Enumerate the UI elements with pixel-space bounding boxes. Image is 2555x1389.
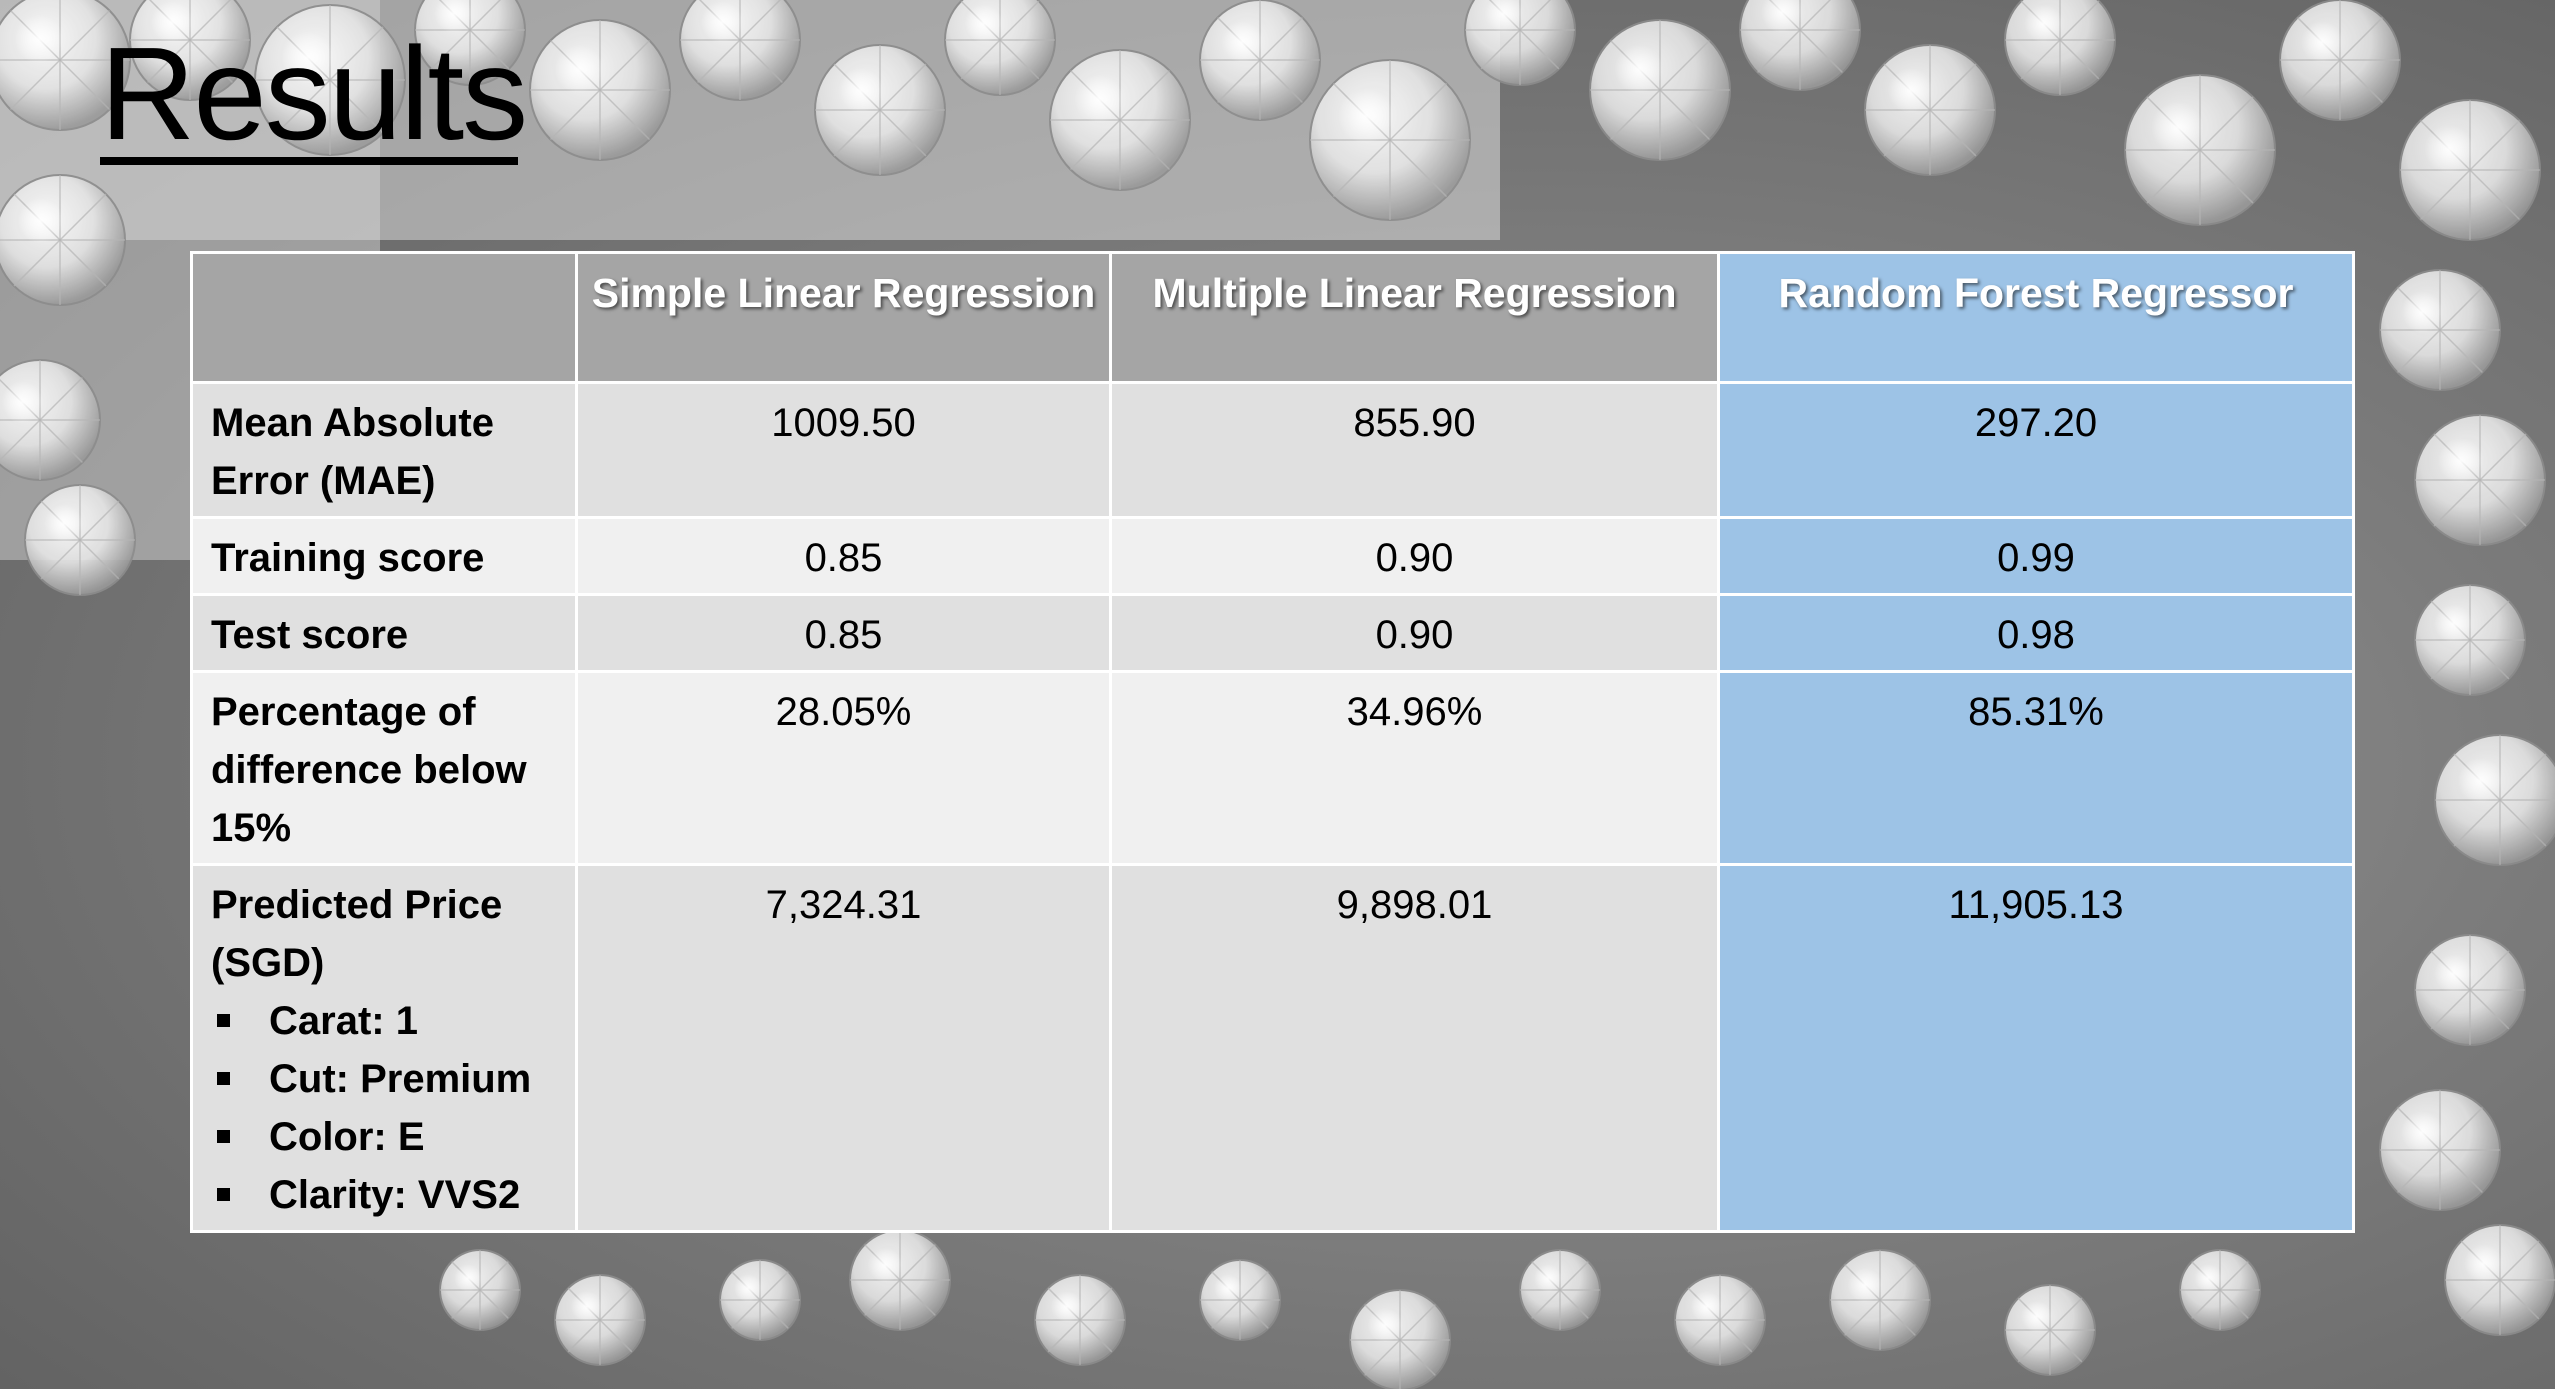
table-row-mae: Mean Absolute Error (MAE) 1009.50 855.90… [190,381,2355,519]
list-item: Clarity: VVS2 [211,1166,561,1224]
table-row-test-score: Test score 0.85 0.90 0.98 [190,593,2355,673]
header-corner-cell [190,251,578,384]
table-cell: 0.85 [575,516,1112,596]
list-item: Cut: Premium [211,1050,561,1108]
row-label: Mean Absolute Error (MAE) [190,381,578,519]
predicted-price-label-cell: Predicted Price (SGD) Carat: 1 Cut: Prem… [190,863,578,1233]
spec-text: Clarity: VVS2 [269,1173,521,1217]
results-table: Simple Linear Regression Multiple Linear… [190,251,2355,1233]
table-row-predicted-price: Predicted Price (SGD) Carat: 1 Cut: Prem… [190,863,2355,1233]
table-cell: 855.90 [1109,381,1720,519]
list-item: Color: E [211,1108,561,1166]
square-bullet-icon [217,1188,230,1201]
header-multiple-linear-regression: Multiple Linear Regression [1109,251,1720,384]
diamond-spec-list: Carat: 1 Cut: Premium Color: E Clarity: … [211,992,561,1224]
table-cell: 0.99 [1717,516,2355,596]
header-random-forest-regressor: Random Forest Regressor [1717,251,2355,384]
table-row-percentage-difference: Percentage of difference below 15% 28.05… [190,670,2355,866]
list-item: Carat: 1 [211,992,561,1050]
row-label: Predicted Price (SGD) [211,883,503,985]
spec-text: Carat: 1 [269,999,418,1043]
spec-text: Cut: Premium [269,1057,532,1101]
square-bullet-icon [217,1130,230,1143]
table-cell: 85.31% [1717,670,2355,866]
slide-title: Results [100,20,528,167]
header-simple-linear-regression: Simple Linear Regression [575,251,1112,384]
title-underline [100,157,518,165]
square-bullet-icon [217,1072,230,1085]
table-cell: 11,905.13 [1717,863,2355,1233]
table-cell: 28.05% [575,670,1112,866]
row-label: Test score [190,593,578,673]
table-cell: 7,324.31 [575,863,1112,1233]
table-cell: 0.98 [1717,593,2355,673]
table-header-row: Simple Linear Regression Multiple Linear… [190,251,2355,384]
row-label: Training score [190,516,578,596]
table-cell: 9,898.01 [1109,863,1720,1233]
table-cell: 0.90 [1109,593,1720,673]
square-bullet-icon [217,1014,230,1027]
table-cell: 297.20 [1717,381,2355,519]
table-cell: 0.90 [1109,516,1720,596]
spec-text: Color: E [269,1115,425,1159]
table-cell: 1009.50 [575,381,1112,519]
row-label: Percentage of difference below 15% [190,670,578,866]
table-cell: 34.96% [1109,670,1720,866]
table-row-training-score: Training score 0.85 0.90 0.99 [190,516,2355,596]
table-cell: 0.85 [575,593,1112,673]
